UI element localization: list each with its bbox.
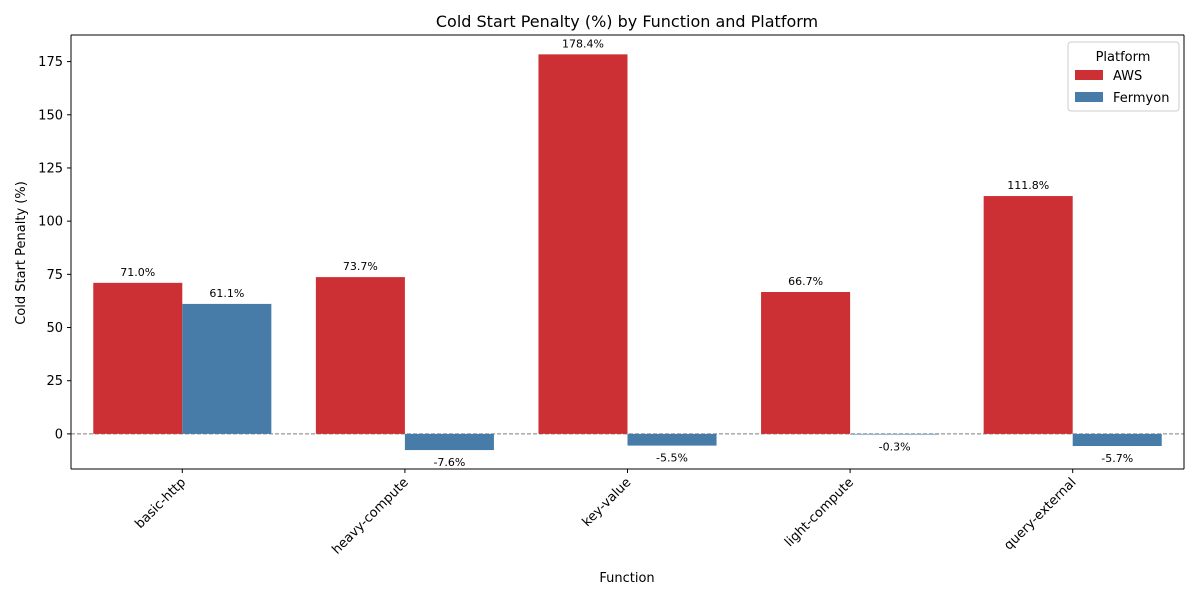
y-tick-label: 50 (46, 321, 63, 336)
bar-fermyon-query-external (1072, 433, 1162, 447)
x-axis-title: Function (599, 571, 654, 586)
x-tick-label-query-external: query-external (1001, 475, 1079, 553)
bar-aws-key-value (538, 54, 628, 434)
y-tick-label: 150 (38, 108, 63, 123)
data-label-aws-basic-http: 71.0% (120, 266, 155, 279)
legend-swatch-fermyon (1075, 92, 1103, 102)
data-label-aws-query-external: 111.8% (1007, 179, 1049, 192)
bar-fermyon-basic-http (182, 303, 272, 434)
x-tick-label-light-compute: light-compute (782, 475, 857, 550)
data-label-aws-light-compute: 66.7% (788, 275, 823, 288)
bar-fermyon-light-compute (850, 433, 940, 435)
data-label-fermyon-heavy-compute: -7.6% (433, 456, 465, 469)
y-tick-label: 175 (38, 55, 63, 70)
bar-fermyon-heavy-compute (404, 433, 494, 451)
data-label-fermyon-light-compute: -0.3% (879, 441, 911, 454)
bar-aws-light-compute (761, 291, 851, 434)
legend: Platform AWS Fermyon (1067, 41, 1180, 112)
data-label-fermyon-query-external: -5.7% (1101, 452, 1133, 465)
bar-fermyon-key-value (627, 433, 717, 446)
legend-swatch-aws (1075, 70, 1103, 80)
x-tick-label-heavy-compute: heavy-compute (329, 475, 411, 557)
bar-aws-query-external (983, 196, 1073, 434)
bar-aws-basic-http (93, 282, 183, 434)
y-tick-label: 0 (55, 427, 63, 442)
x-tick-label-basic-http: basic-http (132, 475, 189, 532)
legend-title: Platform (1096, 50, 1151, 65)
chart-title: Cold Start Penalty (%) by Function and P… (436, 12, 818, 31)
data-label-aws-heavy-compute: 73.7% (343, 260, 378, 273)
data-label-fermyon-key-value: -5.5% (656, 452, 688, 465)
x-tick-label-key-value: key-value (580, 475, 635, 530)
legend-label-aws: AWS (1113, 69, 1142, 84)
y-axis-title: Cold Start Penalty (%) (14, 181, 29, 325)
data-label-fermyon-basic-http: 61.1% (209, 287, 244, 300)
y-tick-label: 25 (46, 374, 63, 389)
bar-aws-heavy-compute (315, 277, 405, 434)
y-tick-label: 125 (38, 161, 63, 176)
legend-label-fermyon: Fermyon (1113, 91, 1169, 106)
data-label-aws-key-value: 178.4% (562, 37, 604, 50)
y-tick-label: 75 (46, 268, 63, 283)
y-tick-label: 100 (38, 215, 63, 230)
